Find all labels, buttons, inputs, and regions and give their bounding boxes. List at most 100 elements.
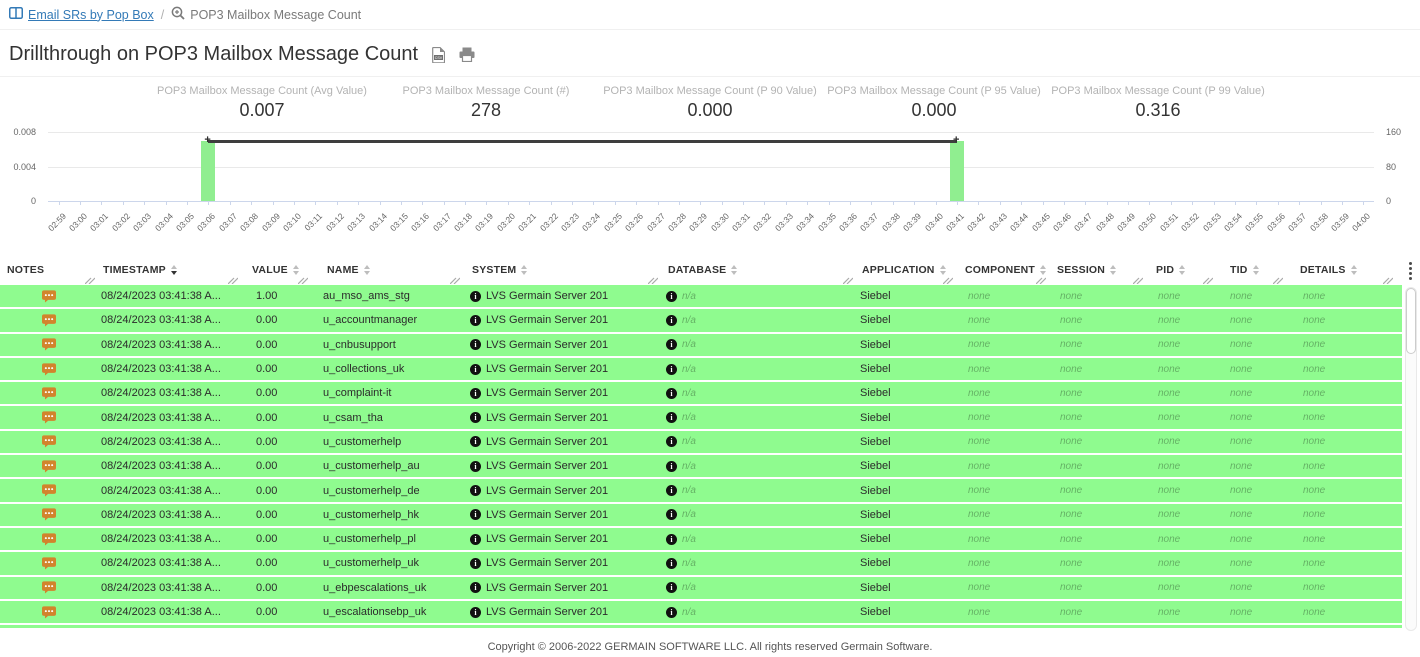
column-resize-handle[interactable] bbox=[942, 275, 954, 285]
column-header-tid[interactable]: TID bbox=[1215, 255, 1285, 285]
info-icon[interactable]: i bbox=[666, 557, 677, 569]
column-header-component[interactable]: COMPONENT bbox=[955, 255, 1048, 285]
chart-avg-line[interactable] bbox=[208, 139, 957, 143]
info-icon[interactable]: i bbox=[470, 582, 481, 594]
column-resize-handle[interactable] bbox=[647, 275, 659, 285]
info-icon[interactable]: i bbox=[666, 363, 677, 375]
table-row[interactable]: 08/24/2023 03:41:38 A... 0.00 u_customerhe… bbox=[0, 527, 1402, 551]
notes-icon[interactable] bbox=[41, 508, 56, 521]
chart-bar[interactable] bbox=[949, 141, 964, 201]
column-resize-handle[interactable] bbox=[1035, 275, 1047, 285]
column-resize-handle[interactable] bbox=[1272, 275, 1284, 285]
notes-icon[interactable] bbox=[41, 411, 56, 424]
notes-icon[interactable] bbox=[41, 362, 56, 376]
info-icon[interactable]: i bbox=[666, 460, 677, 472]
column-resize-handle[interactable] bbox=[84, 275, 96, 285]
kebab-menu-icon[interactable] bbox=[1407, 260, 1414, 282]
table-row[interactable]: 08/24/2023 03:41:38 A... 0.00 u_cnbusuppor… bbox=[0, 333, 1402, 356]
info-icon[interactable]: i bbox=[666, 412, 677, 424]
table-row[interactable]: 08/24/2023 03:41:38 A... 0.00 u_collection… bbox=[0, 357, 1402, 381]
column-header-details[interactable]: DETAILS bbox=[1285, 255, 1395, 285]
table-row[interactable]: 08/24/2023 03:41:38 A... 0.00 u_customerhe… bbox=[0, 479, 1402, 502]
chart-bar[interactable] bbox=[201, 141, 216, 201]
info-icon[interactable]: i bbox=[470, 509, 481, 521]
info-icon[interactable]: i bbox=[666, 582, 677, 594]
table-row[interactable]: 08/24/2023 03:41:38 A... 0.00 u_ebpescalat… bbox=[0, 576, 1402, 599]
table-row[interactable]: 08/24/2023 03:41:38 A... 0.00 u_complaint-… bbox=[0, 382, 1402, 405]
info-icon[interactable]: i bbox=[470, 387, 481, 399]
sort-icon[interactable] bbox=[1350, 265, 1357, 275]
notes-icon[interactable] bbox=[41, 338, 56, 351]
column-header-system[interactable]: SYSTEM bbox=[462, 255, 660, 285]
notes-icon[interactable] bbox=[41, 435, 56, 448]
info-icon[interactable]: i bbox=[666, 485, 677, 497]
table-row[interactable]: 08/24/2023 03:41:38 A... 0.00 u_customerhe… bbox=[0, 455, 1402, 478]
column-resize-handle[interactable] bbox=[1202, 275, 1214, 285]
column-header-timestamp[interactable]: TIMESTAMP bbox=[97, 255, 240, 285]
notes-icon[interactable] bbox=[41, 387, 56, 400]
notes-icon[interactable] bbox=[41, 460, 56, 473]
info-icon[interactable]: i bbox=[470, 606, 481, 618]
notes-icon[interactable] bbox=[41, 484, 56, 497]
info-icon[interactable]: i bbox=[666, 533, 677, 545]
column-resize-handle[interactable] bbox=[449, 275, 461, 285]
table-row[interactable]: 08/24/2023 03:41:38 A... 0.00 u_csam_tha i L… bbox=[0, 406, 1402, 429]
info-icon[interactable]: i bbox=[470, 290, 481, 302]
notes-icon[interactable] bbox=[41, 557, 56, 570]
column-resize-handle[interactable] bbox=[297, 275, 309, 285]
column-header-pid[interactable]: PID bbox=[1145, 255, 1215, 285]
column-resize-handle[interactable] bbox=[1132, 275, 1144, 285]
sort-icon[interactable] bbox=[939, 265, 946, 275]
print-button[interactable] bbox=[459, 47, 475, 63]
column-header-application[interactable]: APPLICATION bbox=[855, 255, 955, 285]
chart-line-marker[interactable]: + bbox=[952, 133, 960, 146]
notes-icon[interactable] bbox=[41, 314, 56, 327]
column-resize-handle[interactable] bbox=[842, 275, 854, 285]
info-icon[interactable]: i bbox=[666, 314, 677, 326]
sort-icon[interactable] bbox=[1252, 265, 1259, 275]
column-header-value[interactable]: VALUE bbox=[240, 255, 310, 285]
info-icon[interactable]: i bbox=[470, 363, 481, 375]
table-row[interactable]: 08/24/2023 03:41:38 A... 0.00 u_customerhe… bbox=[0, 552, 1402, 575]
notes-icon[interactable] bbox=[41, 290, 56, 303]
column-resize-handle[interactable] bbox=[227, 275, 239, 285]
column-header-session[interactable]: SESSION bbox=[1048, 255, 1145, 285]
breadcrumb-dashboard-link[interactable]: Email SRs by Pop Box bbox=[9, 7, 154, 22]
sort-icon[interactable] bbox=[170, 265, 177, 275]
column-resize-handle[interactable] bbox=[1382, 275, 1394, 285]
column-header-name[interactable]: NAME bbox=[310, 255, 462, 285]
table-scrollbar[interactable] bbox=[1405, 287, 1417, 632]
info-icon[interactable]: i bbox=[470, 436, 481, 448]
info-icon[interactable]: i bbox=[666, 509, 677, 521]
info-icon[interactable]: i bbox=[666, 387, 677, 399]
notes-icon[interactable] bbox=[41, 605, 56, 619]
notes-icon[interactable] bbox=[41, 532, 56, 546]
sort-icon[interactable] bbox=[731, 265, 738, 275]
info-icon[interactable]: i bbox=[470, 460, 481, 472]
info-icon[interactable]: i bbox=[470, 485, 481, 497]
info-icon[interactable]: i bbox=[470, 314, 481, 326]
sort-icon[interactable] bbox=[1179, 265, 1186, 275]
info-icon[interactable]: i bbox=[666, 290, 677, 302]
column-header-notes[interactable]: NOTES bbox=[0, 255, 97, 285]
table-row[interactable]: 08/24/2023 03:41:38 A... 0.00 u_customerhe… bbox=[0, 503, 1402, 526]
table-row[interactable]: 08/24/2023 03:41:38 A... 0.00 u_customerhe… bbox=[0, 430, 1402, 454]
column-header-database[interactable]: DATABASE bbox=[660, 255, 855, 285]
table-row[interactable]: 08/24/2023 03:41:38 A... 1.00 au_mso_ams_s… bbox=[0, 285, 1402, 308]
info-icon[interactable]: i bbox=[470, 533, 481, 545]
table-row[interactable]: 08/24/2023 03:41:38 A... 0.00 u_accountman… bbox=[0, 309, 1402, 332]
chart-line-marker[interactable]: + bbox=[204, 133, 211, 146]
info-icon[interactable]: i bbox=[666, 436, 677, 448]
sort-icon[interactable] bbox=[292, 265, 299, 275]
sort-icon[interactable] bbox=[1110, 265, 1117, 275]
sort-icon[interactable] bbox=[363, 265, 370, 275]
table-scrollbar-thumb[interactable] bbox=[1406, 288, 1416, 354]
info-icon[interactable]: i bbox=[666, 339, 677, 351]
info-icon[interactable]: i bbox=[470, 412, 481, 424]
export-csv-button[interactable]: CSV bbox=[432, 46, 446, 63]
notes-icon[interactable] bbox=[41, 581, 56, 594]
sort-icon[interactable] bbox=[1040, 265, 1047, 275]
info-icon[interactable]: i bbox=[666, 606, 677, 618]
info-icon[interactable]: i bbox=[470, 557, 481, 569]
info-icon[interactable]: i bbox=[470, 339, 481, 351]
